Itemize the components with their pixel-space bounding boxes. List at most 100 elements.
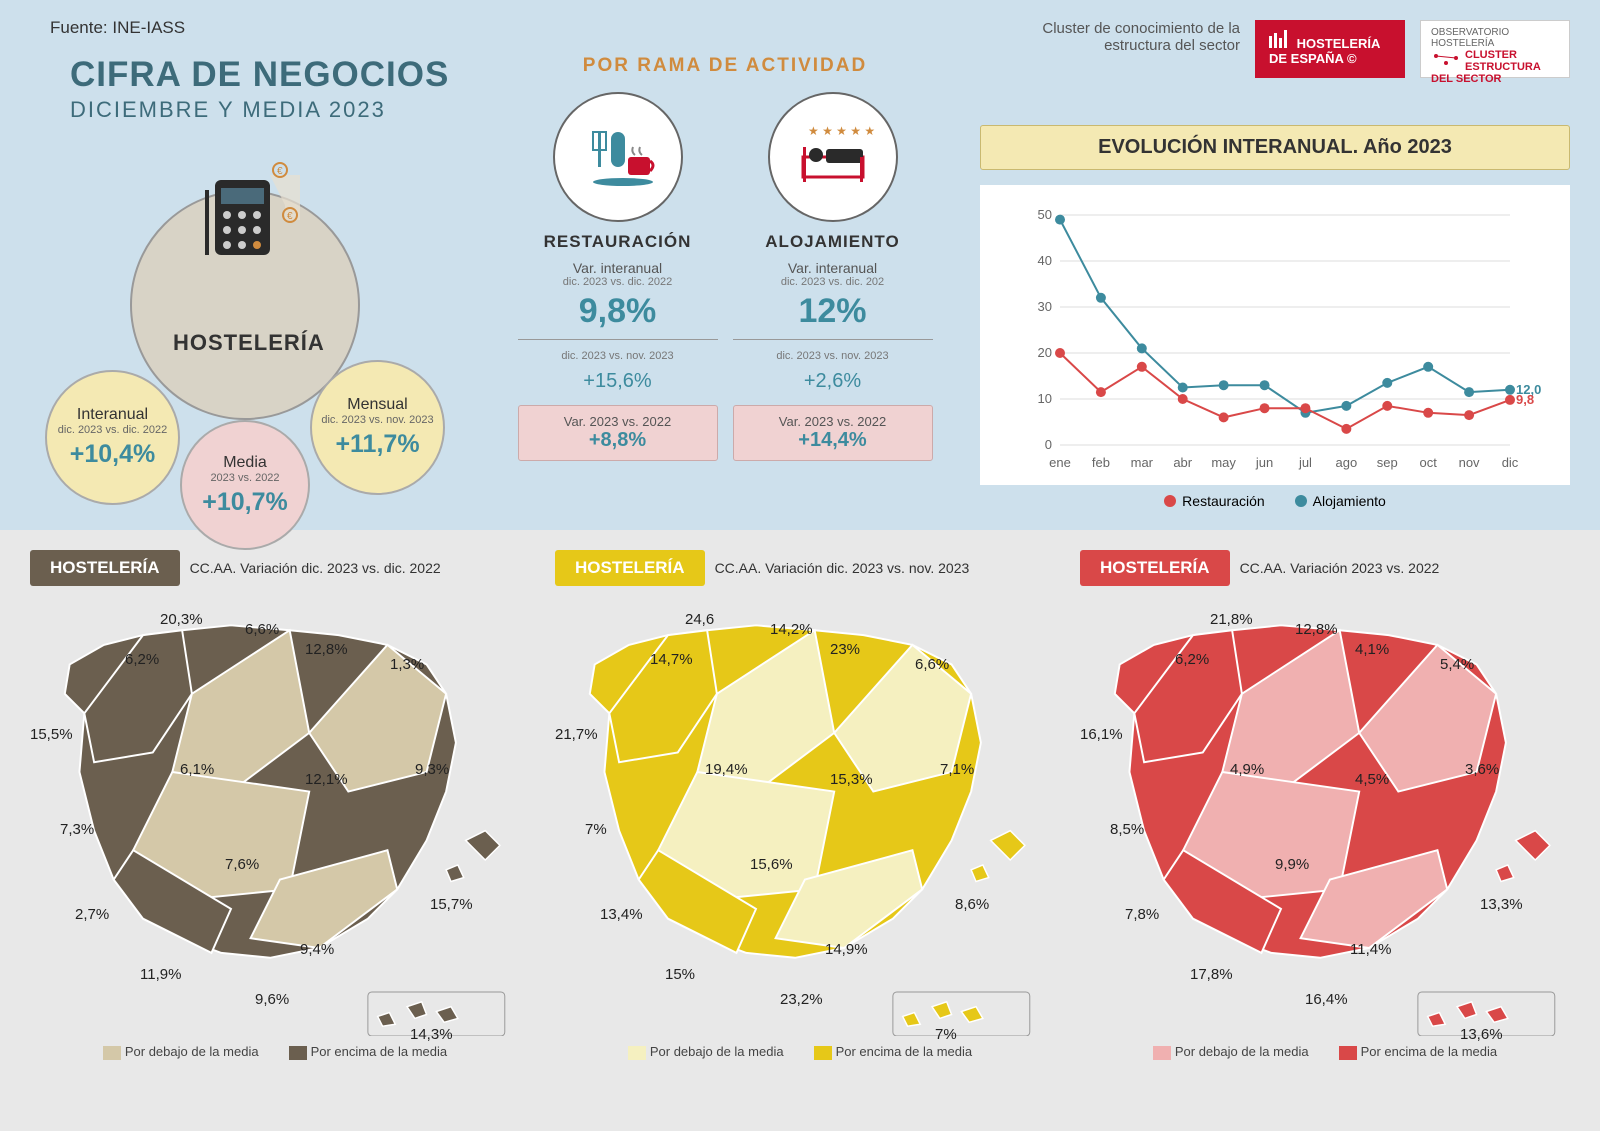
map-label: 15,6% <box>750 856 793 873</box>
map-label: 24,6 <box>685 611 714 628</box>
bubble2-small: 2023 vs. 2022 <box>182 472 308 484</box>
svg-text:★ ★ ★ ★ ★: ★ ★ ★ ★ ★ <box>808 124 875 138</box>
map-label: 1,3% <box>390 656 424 673</box>
bubble-media: Media 2023 vs. 2022 +10,7% <box>180 420 310 550</box>
map-label: 6,2% <box>125 651 159 668</box>
map-label: 4,9% <box>1230 761 1264 778</box>
por-rama-section: POR RAMA DE ACTIVIDAD RESTAURACIÓN Var. … <box>510 55 940 461</box>
map-label: 11,4% <box>1350 941 1391 958</box>
evolution-title: EVOLUCIÓN INTERANUAL. Año 2023 <box>980 125 1570 170</box>
map-subtitle: CC.AA. Variación 2023 vs. 2022 <box>1240 560 1440 576</box>
aloj-sub1: Var. interanual <box>733 260 933 276</box>
map-label: 17,8% <box>1190 966 1233 983</box>
fork-cup-icon <box>553 92 683 222</box>
bubble2-label: Media <box>182 454 308 472</box>
map-badge: HOSTELERÍA <box>30 550 180 586</box>
map-label: 12,8% <box>305 641 348 658</box>
legend-rest-label: Restauración <box>1182 493 1265 509</box>
rest-box-sub: Var. 2023 vs. 2022 <box>527 414 709 429</box>
legend-restauracion: Restauración <box>1164 493 1265 509</box>
cluster-text: Cluster de conocimiento de la estructura… <box>1040 20 1240 54</box>
header-logos: Cluster de conocimiento de la estructura… <box>1040 20 1570 78</box>
svg-text:sep: sep <box>1377 455 1398 470</box>
rest-big: 9,8% <box>518 292 718 340</box>
map-badge: HOSTELERÍA <box>1080 550 1230 586</box>
chart-legend: Restauración Alojamiento <box>980 493 1570 509</box>
map-label: 15,7% <box>430 896 473 913</box>
map-label: 13,4% <box>600 906 643 923</box>
legend-alojamiento: Alojamiento <box>1295 493 1386 509</box>
map-panel-map3: HOSTELERÍA CC.AA. Variación 2023 vs. 202… <box>1070 540 1580 1111</box>
map-panel-map1: HOSTELERÍA CC.AA. Variación dic. 2023 vs… <box>20 540 530 1111</box>
map-subtitle: CC.AA. Variación dic. 2023 vs. nov. 2023 <box>715 560 970 576</box>
map-label: 13,6% <box>1460 1026 1503 1043</box>
hosteleria-graphic: € € HOSTELERÍA Interanual dic. 2023 vs. … <box>55 135 435 515</box>
svg-text:€: € <box>277 166 283 177</box>
map-label: 11,9% <box>140 966 181 983</box>
logo-obs-top: OBSERVATORIO HOSTELERÍA <box>1431 27 1559 49</box>
map-label: 13,3% <box>1480 896 1523 913</box>
logo-obs-l3: DEL SECTOR <box>1431 73 1559 85</box>
map-label: 4,5% <box>1355 771 1389 788</box>
svg-text:30: 30 <box>1038 299 1052 314</box>
map-label: 20,3% <box>160 611 203 628</box>
map-label: 14,9% <box>825 941 868 958</box>
svg-text:9,8: 9,8 <box>1516 392 1534 407</box>
evolution-chart: 01020304050enefebmarabrmayjunjulagosepoc… <box>980 185 1570 485</box>
svg-text:0: 0 <box>1045 437 1052 452</box>
aloj-med: +2,6% <box>733 370 933 393</box>
spain-map-icon <box>30 596 520 1036</box>
rama-restauracion: RESTAURACIÓN Var. interanual dic. 2023 v… <box>518 92 718 461</box>
map-label: 6,1% <box>180 761 214 778</box>
rest-small1: dic. 2023 vs. dic. 2022 <box>518 276 718 288</box>
map-label: 3,6% <box>1465 761 1499 778</box>
map-label: 6,6% <box>245 621 279 638</box>
map-label: 7,6% <box>225 856 259 873</box>
aloj-big: 12% <box>733 292 933 340</box>
spain-map-icon <box>1080 596 1570 1036</box>
map-label: 14,3% <box>410 1026 453 1043</box>
map-label: 15% <box>665 966 695 983</box>
map-legend: Por debajo de la media Por encima de la … <box>30 1044 520 1060</box>
map-label: 14,7% <box>650 651 693 668</box>
map-label: 15,5% <box>30 726 73 743</box>
map-area: 24,614,7%14,2%23%6,6%21,7%19,4%15,3%7,1%… <box>555 596 1045 1036</box>
rama-alojamiento: ★ ★ ★ ★ ★ ALOJAMIENTO Var. interanual di… <box>733 92 933 461</box>
map-area: 20,3%6,2%6,6%12,8%1,3%15,5%6,1%12,1%9,3%… <box>30 596 520 1036</box>
map-label: 16,4% <box>1305 991 1348 1008</box>
svg-text:mar: mar <box>1131 455 1154 470</box>
logo-observatorio: OBSERVATORIO HOSTELERÍA CLUSTER ESTRUCTU… <box>1420 20 1570 78</box>
rest-sub1: Var. interanual <box>518 260 718 276</box>
aloj-box: Var. 2023 vs. 2022 +14,4% <box>733 405 933 461</box>
bubble1-small: dic. 2023 vs. dic. 2022 <box>47 424 178 436</box>
map-label: 8,5% <box>1110 821 1144 838</box>
aloj-small1: dic. 2023 vs. dic. 202 <box>733 276 933 288</box>
svg-text:40: 40 <box>1038 253 1052 268</box>
svg-text:€: € <box>287 211 293 222</box>
map-label: 6,2% <box>1175 651 1209 668</box>
map-label: 19,4% <box>705 761 748 778</box>
logo-hosteleria-espana: HOSTELERÍA DE ESPAÑA © <box>1255 20 1405 78</box>
map-badge: HOSTELERÍA <box>555 550 705 586</box>
evolution-section: EVOLUCIÓN INTERANUAL. Año 2023 010203040… <box>980 125 1570 509</box>
map-label: 15,3% <box>830 771 873 788</box>
map-panel-map2: HOSTELERÍA CC.AA. Variación dic. 2023 vs… <box>545 540 1055 1111</box>
map-label: 9,3% <box>415 761 449 778</box>
map-label: 7% <box>585 821 607 838</box>
map-area: 21,8%6,2%12,8%4,1%5,4%16,1%4,9%4,5%3,6%8… <box>1080 596 1570 1036</box>
map-label: 9,9% <box>1275 856 1309 873</box>
map-label: 23,2% <box>780 991 823 1008</box>
svg-text:ene: ene <box>1049 455 1071 470</box>
bubble3-value: +11,7% <box>312 430 443 459</box>
map-legend: Por debajo de la media Por encima de la … <box>1080 1044 1570 1060</box>
map-label: 9,4% <box>300 941 334 958</box>
map-label: 21,8% <box>1210 611 1253 628</box>
map-subtitle: CC.AA. Variación dic. 2023 vs. dic. 2022 <box>190 560 441 576</box>
map-label: 16,1% <box>1080 726 1123 743</box>
svg-text:50: 50 <box>1038 207 1052 222</box>
aloj-box-sub: Var. 2023 vs. 2022 <box>742 414 924 429</box>
map-label: 4,1% <box>1355 641 1389 658</box>
map-label: 14,2% <box>770 621 813 638</box>
map-legend: Por debajo de la media Por encima de la … <box>555 1044 1045 1060</box>
svg-text:20: 20 <box>1038 345 1052 360</box>
